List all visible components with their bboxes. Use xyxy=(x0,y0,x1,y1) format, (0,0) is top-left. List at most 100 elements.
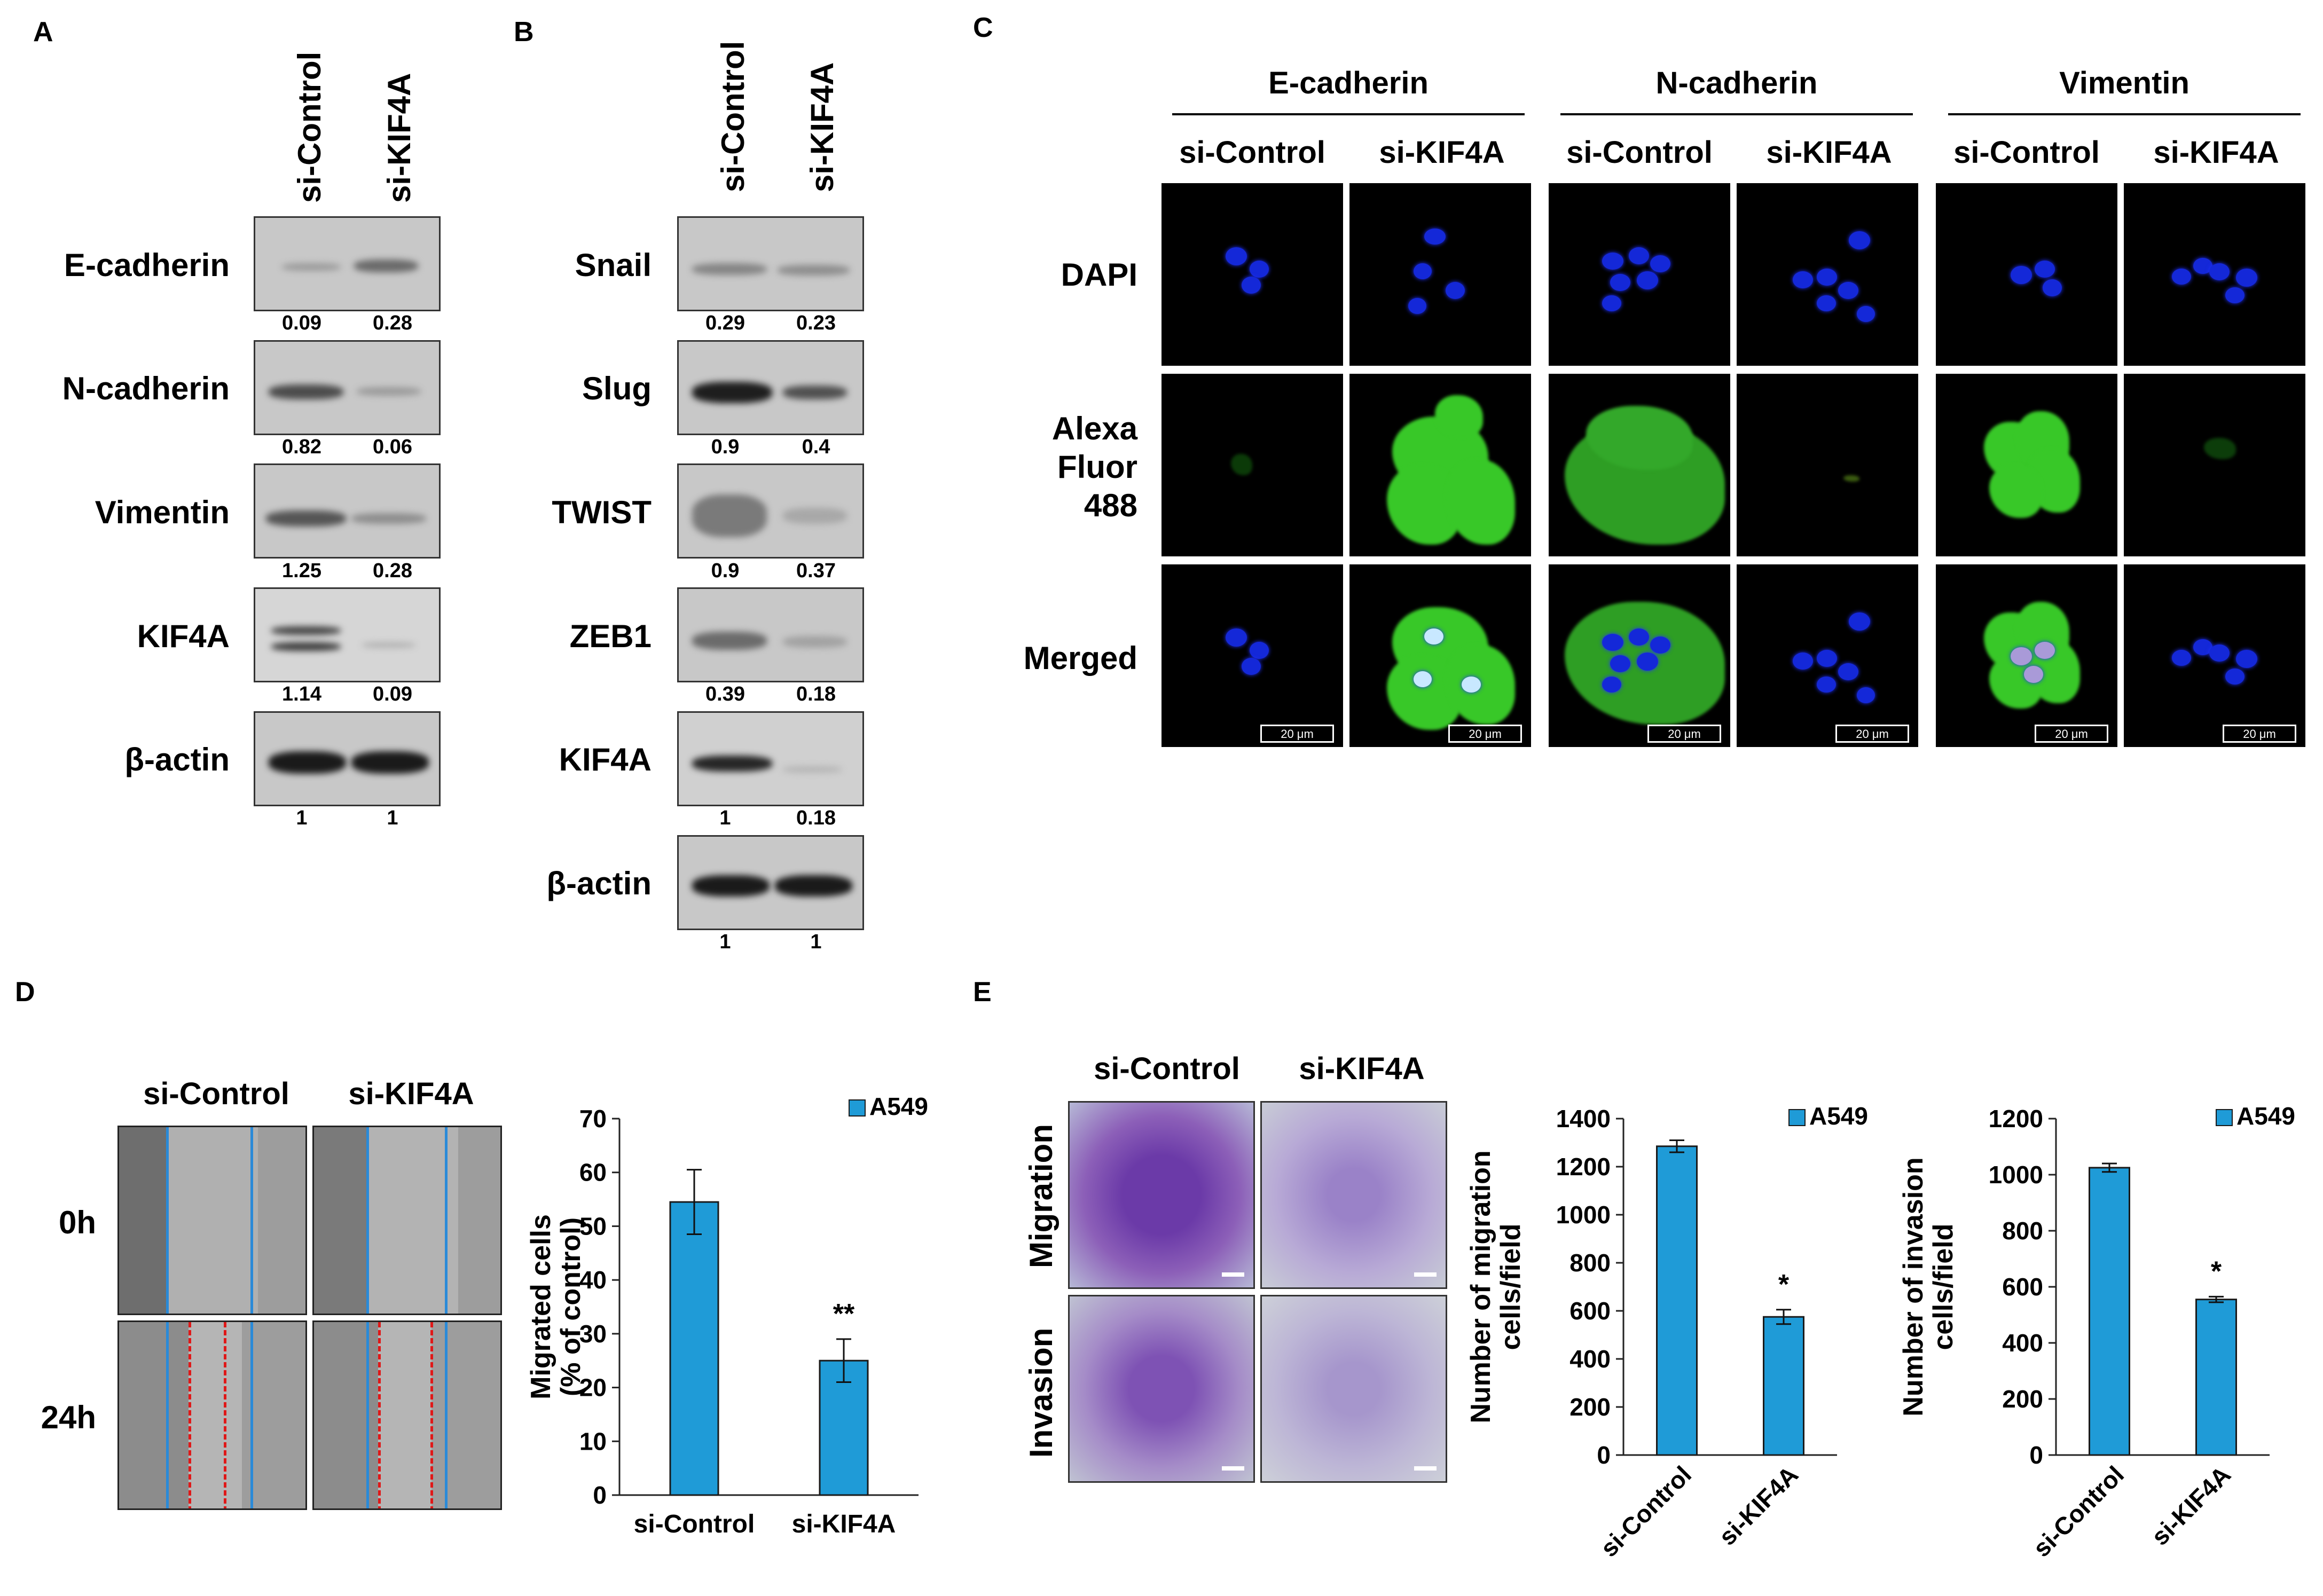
merged-image: 20 μm xyxy=(2124,564,2305,747)
scale-bar: 20 μm xyxy=(1835,725,1909,743)
blot-image xyxy=(254,711,441,806)
transwell-image xyxy=(1068,1295,1255,1483)
band-quant: 0.06 xyxy=(373,436,412,458)
y-tick-label: 40 xyxy=(579,1266,607,1294)
y-tick-label: 400 xyxy=(1569,1345,1611,1373)
y-tick-label: 50 xyxy=(579,1212,607,1240)
dapi-image xyxy=(1549,183,1730,366)
band-quant: 0.23 xyxy=(796,312,836,334)
dapi-image xyxy=(1162,183,1343,366)
legend-swatch xyxy=(849,1099,866,1117)
bar xyxy=(669,1201,719,1496)
blot-row-label: TWIST xyxy=(552,494,652,530)
blot-row-label: Snail xyxy=(575,247,652,283)
legend-label: A549 xyxy=(2236,1102,2295,1130)
dapi-image xyxy=(1936,183,2117,366)
y-tick-label: 0 xyxy=(593,1481,607,1509)
alexa-fluor-image xyxy=(1349,374,1531,556)
lane-label: si-Control xyxy=(715,41,751,192)
blot-row-label: Vimentin xyxy=(95,494,230,530)
blot-row-label: β-actin xyxy=(546,866,652,901)
column-header: si-KIF4A xyxy=(1766,135,1892,170)
band-quant: 0.82 xyxy=(282,436,321,458)
band-quant: 1 xyxy=(810,931,822,953)
y-tick-label: 1000 xyxy=(1989,1161,2043,1189)
panel-label-b: B xyxy=(514,17,534,48)
column-header: si-KIF4A xyxy=(2153,135,2279,170)
blot-image xyxy=(677,835,864,930)
y-tick-label: 600 xyxy=(2002,1273,2043,1301)
blot-row-label: KIF4A xyxy=(137,618,230,654)
dapi-image xyxy=(1737,183,1918,366)
band-quant: 1 xyxy=(719,807,731,829)
column-header: si-Control xyxy=(1179,135,1325,170)
bar xyxy=(1763,1316,1804,1456)
x-tick-label: si-Control xyxy=(1595,1460,1697,1562)
band-quant: 0.29 xyxy=(705,312,745,334)
panel-label-c: C xyxy=(973,12,993,43)
y-tick-label: 800 xyxy=(1569,1249,1611,1277)
alexa-fluor-image xyxy=(1737,374,1918,556)
transwell-image xyxy=(1260,1101,1447,1289)
band-quant: 1 xyxy=(719,931,731,953)
invasion-count-chart: 0 200 400 600 800 1000 1200 Number of invasionc… xyxy=(1898,1102,2295,1562)
band-quant: 1.25 xyxy=(282,560,321,582)
blot-image xyxy=(254,463,441,559)
y-tick-label: 200 xyxy=(1569,1393,1611,1421)
band-quant: 0.39 xyxy=(705,683,745,705)
group-header: N-cadherin xyxy=(1655,66,1818,100)
scale-bar: 20 μm xyxy=(2035,725,2108,743)
bar xyxy=(819,1359,869,1496)
column-header: si-KIF4A xyxy=(1299,1051,1425,1086)
band-quant: 0.28 xyxy=(373,312,412,334)
column-header: si-Control xyxy=(143,1076,289,1111)
band-quant: 0.09 xyxy=(373,683,412,705)
channel-label: Merged xyxy=(1023,640,1137,676)
timepoint-label: 0h xyxy=(58,1205,96,1240)
blot-image xyxy=(677,711,864,806)
alexa-fluor-image xyxy=(1936,374,2117,556)
scale-bar: 20 μm xyxy=(1448,725,1522,743)
merged-image: 20 μm xyxy=(1162,564,1343,747)
channel-label: DAPI xyxy=(1061,257,1137,293)
y-tick-label: 70 xyxy=(579,1105,607,1133)
y-axis-label: Number of migration xyxy=(1465,1150,1496,1423)
group-header: E-cadherin xyxy=(1268,66,1429,100)
channel-label: 488 xyxy=(1084,488,1137,523)
group-underline xyxy=(1560,113,1913,115)
dapi-image xyxy=(1349,183,1531,366)
alexa-fluor-image xyxy=(2124,374,2305,556)
y-tick-label: 20 xyxy=(579,1374,607,1402)
y-tick-label: 400 xyxy=(2002,1329,2043,1357)
y-tick-label: 200 xyxy=(2002,1385,2043,1413)
wound-image xyxy=(117,1126,307,1315)
legend-swatch xyxy=(1788,1109,1806,1126)
blot-row-label: KIF4A xyxy=(559,742,652,777)
band-quant: 1 xyxy=(296,807,308,829)
significance-marker: * xyxy=(2211,1256,2222,1287)
merged-image: 20 μm xyxy=(1737,564,1918,747)
blot-image xyxy=(254,587,441,682)
panel-label-a: A xyxy=(33,17,53,48)
blot-image xyxy=(677,216,864,311)
band-quant: 1.14 xyxy=(282,683,321,705)
band-quant: 0.9 xyxy=(711,436,740,458)
group-header: Vimentin xyxy=(2059,66,2189,100)
merged-image: 20 μm xyxy=(1549,564,1730,747)
band-quant: 0.28 xyxy=(373,560,412,582)
blot-image xyxy=(254,340,441,435)
x-tick-label: si-Control xyxy=(634,1510,755,1538)
y-tick-label: 1400 xyxy=(1556,1105,1611,1133)
panel-label-e: E xyxy=(973,977,992,1008)
column-header: si-Control xyxy=(1566,135,1713,170)
alexa-fluor-image xyxy=(1549,374,1730,556)
blot-row-label: Slug xyxy=(582,371,652,406)
timepoint-label: 24h xyxy=(41,1400,96,1435)
merged-image: 20 μm xyxy=(1936,564,2117,747)
y-tick-label: 1200 xyxy=(1989,1105,2043,1133)
significance-marker: * xyxy=(1778,1269,1790,1300)
band-quant: 0.9 xyxy=(711,560,740,582)
dapi-image xyxy=(2124,183,2305,366)
column-header: si-KIF4A xyxy=(348,1076,474,1111)
